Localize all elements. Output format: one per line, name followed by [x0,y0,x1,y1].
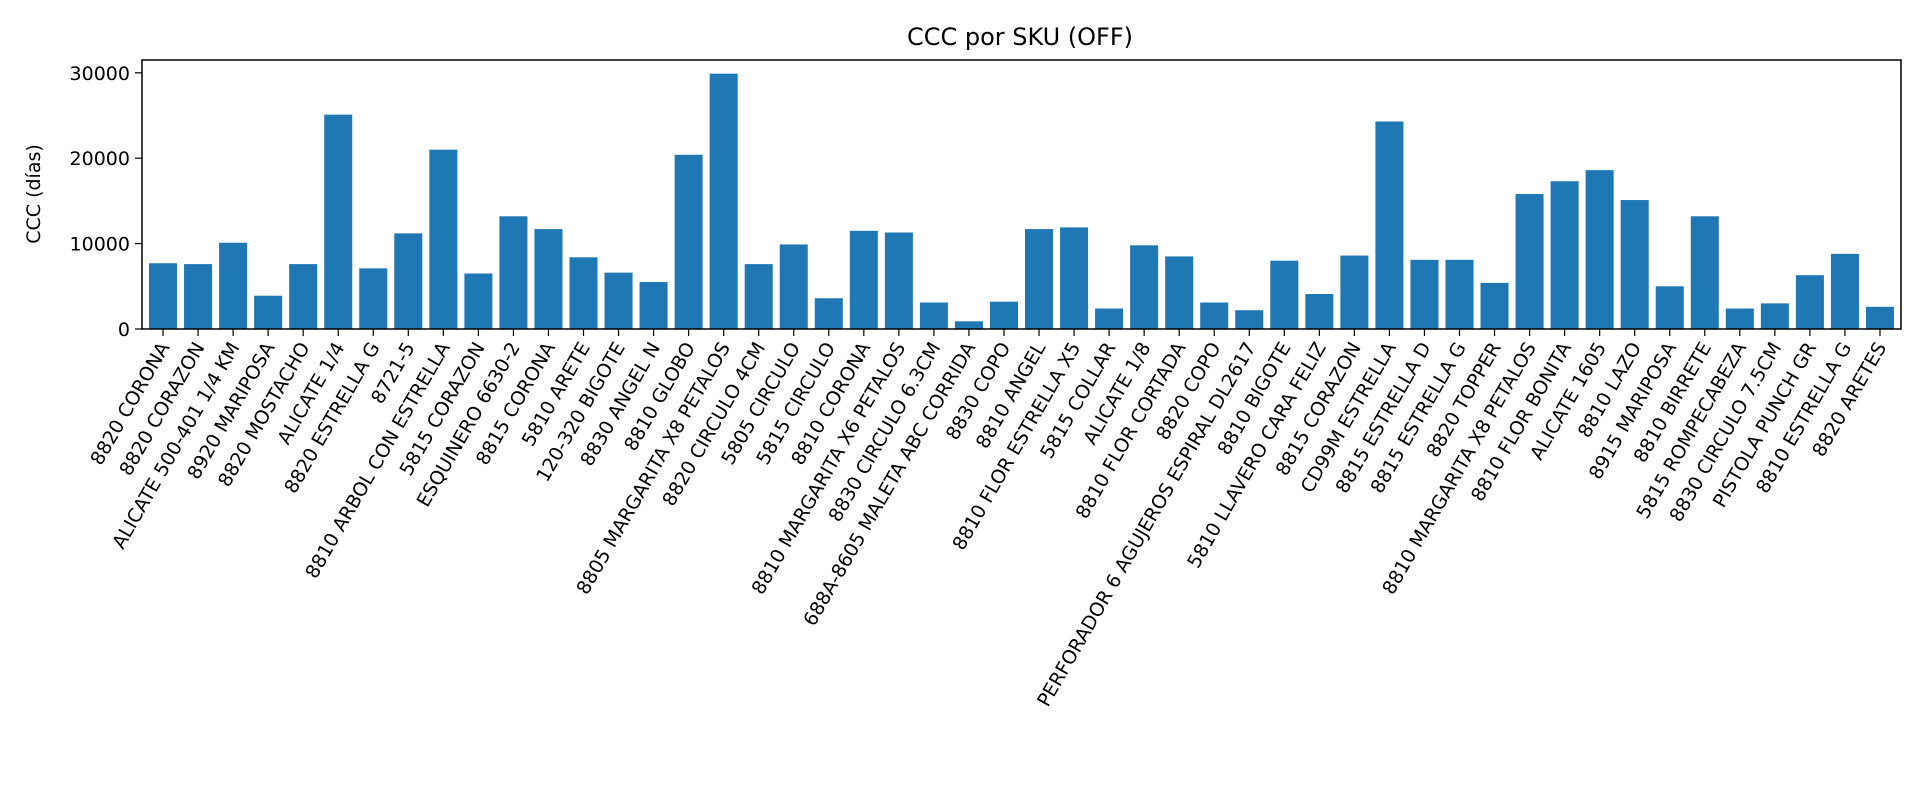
bar-49 [1865,306,1894,329]
bar-30 [1200,302,1229,329]
bar-39 [1515,194,1544,329]
bar-21 [884,232,913,329]
bar-33 [1305,293,1334,329]
bar-42 [1620,200,1649,329]
bar-32 [1270,260,1299,329]
bar-3 [254,295,283,329]
bar-5 [324,114,353,330]
bar-29 [1165,256,1194,329]
y-axis-label: CCC (días) [23,144,45,244]
y-tick-label-0: 0 [118,319,130,341]
bar-1 [184,264,213,329]
bar-26 [1060,227,1089,329]
bar-28 [1130,245,1159,329]
bar-40 [1550,181,1579,329]
bar-23 [954,321,983,329]
bar-19 [814,298,843,329]
bar-4 [289,264,318,329]
bar-8 [429,149,458,329]
bar-43 [1655,286,1684,329]
bar-11 [534,229,563,329]
bar-25 [1025,229,1054,329]
bar-17 [744,264,773,329]
bar-14 [639,282,668,329]
bar-15 [674,154,703,329]
bar-18 [779,244,808,329]
y-tick-label-2: 20000 [70,148,130,170]
bars-group [149,73,1894,330]
bar-37 [1445,259,1474,329]
bar-9 [464,273,493,329]
bar-10 [499,216,528,329]
y-ticks-group: 0 10000 20000 30000 [70,63,142,341]
bar-46 [1760,303,1789,329]
bar-27 [1095,308,1124,329]
y-tick-label-3: 30000 [70,63,130,85]
bar-2 [219,242,248,329]
bar-22 [919,302,948,329]
bar-24 [989,301,1018,329]
bar-20 [849,230,878,329]
bar-41 [1585,170,1614,329]
chart-title: CCC por SKU (OFF) [907,23,1133,51]
bar-34 [1340,255,1369,329]
plot-frame [141,59,1902,330]
bar-44 [1690,216,1719,329]
bar-16 [709,73,738,329]
bar-35 [1375,121,1404,330]
bar-31 [1235,310,1264,329]
bar-12 [569,257,598,329]
bar-7 [394,233,423,329]
bar-47 [1795,275,1824,329]
bar-38 [1480,282,1509,329]
bar-0 [149,263,178,329]
bar-48 [1830,253,1859,329]
bar-6 [359,268,388,329]
bar-36 [1410,259,1439,329]
y-tick-label-1: 10000 [70,234,130,256]
bar-13 [604,272,633,329]
bar-45 [1725,308,1754,329]
